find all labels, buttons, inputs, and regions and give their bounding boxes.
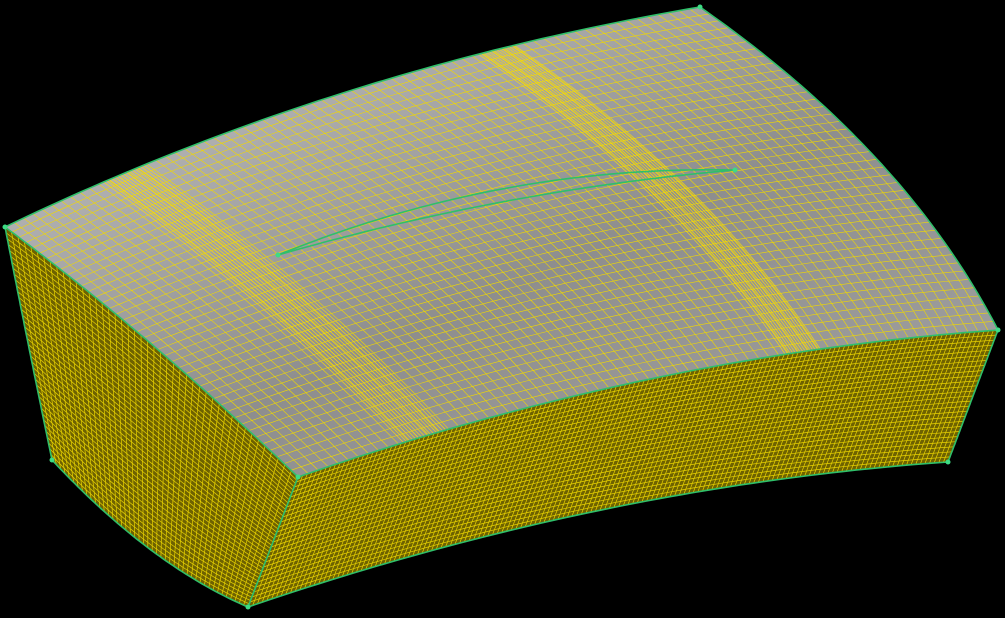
mesh-edge — [4, 226, 299, 478]
vertex — [732, 167, 738, 173]
refinement-band — [103, 164, 446, 443]
vertex — [697, 4, 703, 10]
mesh-edge — [247, 461, 949, 608]
mesh-edge — [947, 329, 999, 463]
mesh-edge — [247, 476, 299, 608]
left-face-mesh-v — [5, 232, 298, 605]
vertex — [2, 224, 8, 230]
vertex — [295, 474, 301, 480]
mesh-edge — [297, 329, 999, 478]
vertex — [49, 457, 55, 463]
vertex — [995, 327, 1001, 333]
mesh-edge — [4, 6, 701, 228]
mesh-edge — [4, 226, 53, 461]
mesh-edge — [699, 6, 999, 331]
top-face-mesh-v — [11, 13, 994, 471]
slit-edge — [277, 169, 736, 256]
vertex — [275, 252, 281, 258]
refinement-band — [478, 44, 821, 355]
mesh-body — [2, 4, 1001, 610]
mesh-edge — [51, 459, 249, 608]
vertex — [245, 604, 251, 610]
slit-edge — [277, 168, 736, 256]
front-face-mesh-v — [249, 334, 997, 603]
left-face — [5, 227, 298, 607]
vertex — [945, 459, 951, 465]
front-face — [248, 330, 998, 607]
